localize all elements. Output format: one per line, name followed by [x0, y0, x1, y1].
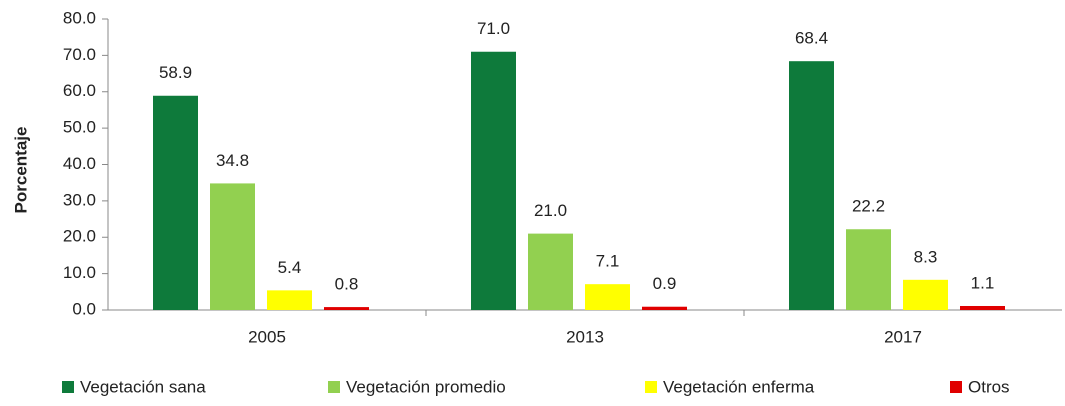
y-tick-label: 10.0 — [63, 263, 96, 282]
value-label: 0.8 — [335, 275, 359, 294]
legend-swatch — [62, 381, 74, 393]
bar — [153, 95, 198, 310]
bar — [210, 183, 255, 310]
y-tick-label: 0.0 — [72, 299, 96, 318]
legend-swatch — [950, 381, 962, 393]
x-tick-label: 2005 — [248, 327, 286, 346]
x-tick-label: 2013 — [566, 327, 604, 346]
legend-swatch — [645, 381, 657, 393]
value-label: 68.4 — [795, 29, 828, 48]
bar — [585, 284, 630, 310]
y-tick-label: 80.0 — [63, 8, 96, 27]
x-tick-label: 2017 — [884, 327, 922, 346]
bar — [471, 51, 516, 311]
legend-label: Otros — [968, 377, 1010, 396]
bar — [642, 306, 687, 310]
bar — [528, 233, 573, 310]
legend-label: Vegetación promedio — [346, 377, 506, 396]
bar — [789, 61, 834, 310]
bar — [267, 290, 312, 310]
legend-label: Vegetación sana — [80, 377, 206, 396]
value-label: 7.1 — [596, 252, 620, 271]
value-label: 71.0 — [477, 19, 510, 38]
y-tick-label: 60.0 — [63, 81, 96, 100]
value-label: 0.9 — [653, 274, 677, 293]
legend-label: Vegetación enferma — [663, 377, 815, 396]
value-label: 5.4 — [278, 258, 302, 277]
bar — [324, 307, 369, 310]
value-label: 8.3 — [914, 247, 938, 266]
bar — [903, 279, 948, 310]
y-tick-label: 40.0 — [63, 154, 96, 173]
value-label: 58.9 — [159, 63, 192, 82]
y-tick-label: 20.0 — [63, 227, 96, 246]
bar — [846, 229, 891, 310]
value-label: 22.2 — [852, 197, 885, 216]
value-label: 34.8 — [216, 151, 249, 170]
value-label: 1.1 — [971, 273, 995, 292]
y-tick-label: 70.0 — [63, 45, 96, 64]
bar — [960, 305, 1005, 310]
value-label: 21.0 — [534, 201, 567, 220]
legend-swatch — [328, 381, 340, 393]
y-tick-label: 30.0 — [63, 190, 96, 209]
y-tick-label: 50.0 — [63, 118, 96, 137]
y-axis-label: Porcentaje — [11, 127, 30, 214]
